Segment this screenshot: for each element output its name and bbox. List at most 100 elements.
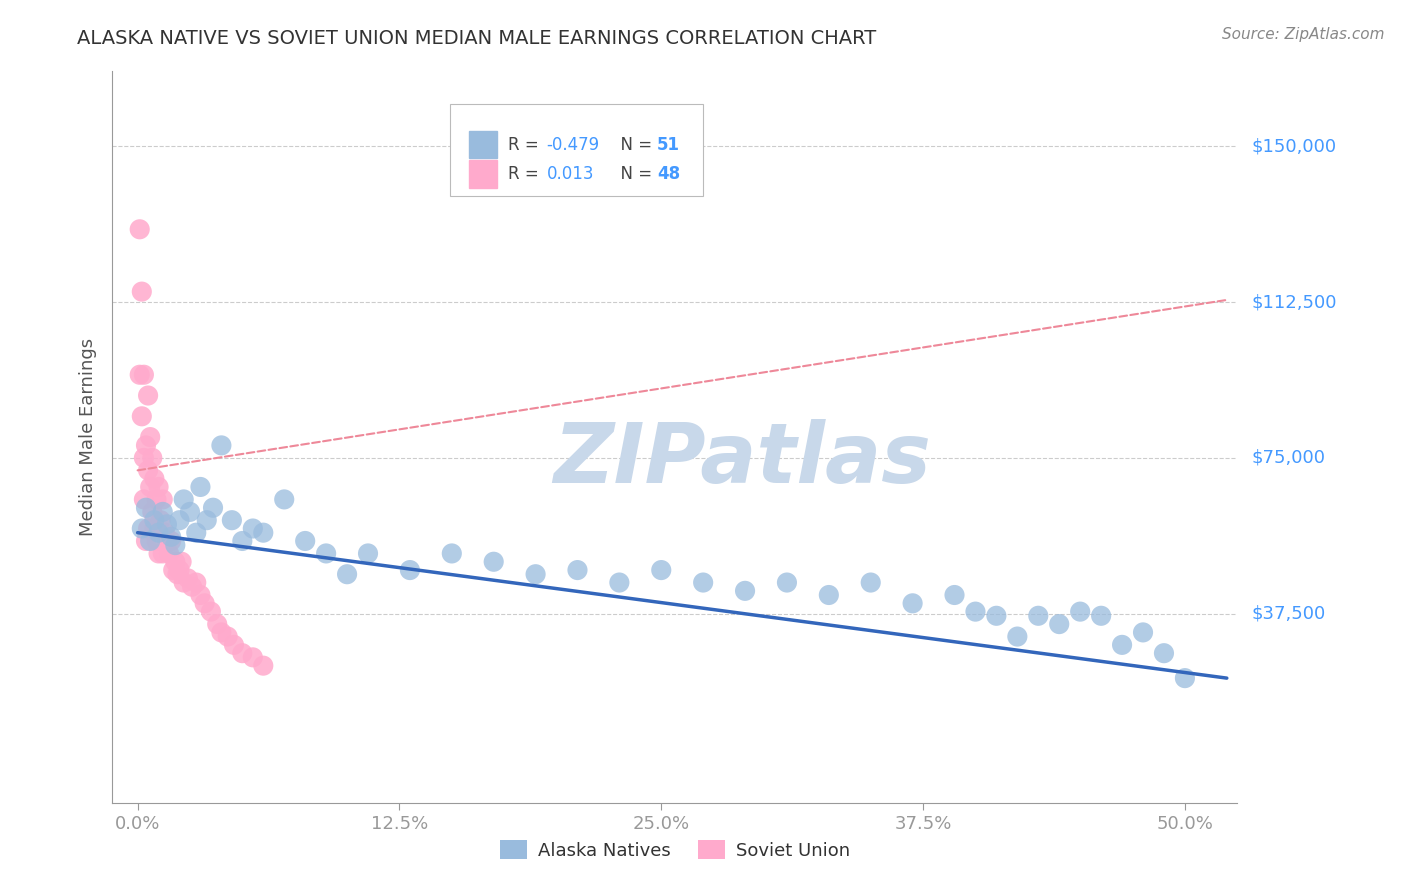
Point — [190, 588, 212, 602]
Point — [734, 583, 756, 598]
Point — [524, 567, 547, 582]
Text: Source: ZipAtlas.com: Source: ZipAtlas.com — [1222, 27, 1385, 42]
Point — [294, 533, 316, 548]
Point — [132, 450, 155, 465]
Point — [1090, 608, 1112, 623]
Point — [231, 533, 253, 548]
Point — [160, 533, 183, 548]
Text: 0.013: 0.013 — [547, 165, 595, 183]
Point — [148, 546, 170, 560]
Point — [1132, 625, 1154, 640]
Point — [152, 546, 174, 560]
Point — [1174, 671, 1197, 685]
Point — [170, 555, 193, 569]
Point — [692, 575, 714, 590]
Point — [165, 555, 187, 569]
Text: N =: N = — [610, 136, 657, 153]
Point — [205, 617, 228, 632]
Point — [1111, 638, 1133, 652]
Point — [135, 533, 157, 548]
Point — [440, 546, 463, 560]
Point — [181, 580, 204, 594]
Point — [143, 472, 166, 486]
Point — [141, 450, 163, 465]
Point — [186, 575, 208, 590]
Point — [135, 438, 157, 452]
Point — [242, 521, 264, 535]
Point — [1153, 646, 1175, 660]
Point — [148, 525, 170, 540]
Point — [190, 480, 212, 494]
Point — [194, 596, 217, 610]
Point — [153, 525, 176, 540]
Bar — [470, 130, 498, 159]
Point — [131, 285, 153, 299]
Point — [162, 563, 184, 577]
Point — [143, 513, 166, 527]
Point — [859, 575, 882, 590]
Point — [273, 492, 295, 507]
Point — [136, 521, 159, 535]
Point — [145, 533, 167, 548]
Point — [156, 533, 179, 548]
Point — [1007, 630, 1029, 644]
Point — [209, 438, 232, 452]
Text: N =: N = — [610, 165, 657, 183]
Point — [252, 658, 274, 673]
Point — [200, 605, 222, 619]
Point — [139, 533, 162, 548]
Text: ZIPatlas: ZIPatlas — [554, 418, 931, 500]
Point — [399, 563, 422, 577]
Text: ALASKA NATIVE VS SOVIET UNION MEDIAN MALE EARNINGS CORRELATION CHART: ALASKA NATIVE VS SOVIET UNION MEDIAN MAL… — [77, 29, 876, 47]
Point — [776, 575, 799, 590]
Legend: Alaska Natives, Soviet Union: Alaska Natives, Soviet Union — [492, 833, 858, 867]
Point — [901, 596, 924, 610]
Point — [173, 492, 195, 507]
Point — [965, 605, 987, 619]
Point — [177, 571, 200, 585]
Text: 48: 48 — [657, 165, 681, 183]
Point — [1069, 605, 1091, 619]
Point — [315, 546, 337, 560]
Point — [986, 608, 1008, 623]
Point — [209, 625, 232, 640]
Point — [132, 492, 155, 507]
Point — [160, 530, 183, 544]
Point — [166, 567, 188, 582]
Point — [1047, 617, 1070, 632]
Point — [195, 513, 218, 527]
Y-axis label: Median Male Earnings: Median Male Earnings — [79, 338, 97, 536]
Point — [165, 538, 187, 552]
Text: $112,500: $112,500 — [1251, 293, 1337, 311]
Point — [135, 500, 157, 515]
Point — [1026, 608, 1049, 623]
Point — [139, 480, 162, 494]
Text: -0.479: -0.479 — [547, 136, 600, 153]
Point — [152, 492, 174, 507]
Text: $150,000: $150,000 — [1251, 137, 1336, 155]
Point — [482, 555, 505, 569]
Text: R =: R = — [509, 165, 544, 183]
Text: 51: 51 — [657, 136, 681, 153]
Point — [217, 630, 239, 644]
Point — [136, 463, 159, 477]
Text: $37,500: $37,500 — [1251, 605, 1326, 623]
Point — [128, 368, 150, 382]
Point — [157, 546, 180, 560]
Point — [179, 505, 201, 519]
Point — [145, 492, 167, 507]
Point — [252, 525, 274, 540]
Point — [136, 388, 159, 402]
Text: $75,000: $75,000 — [1251, 449, 1326, 467]
Point — [131, 521, 153, 535]
Point — [173, 575, 195, 590]
Point — [169, 513, 191, 527]
Point — [357, 546, 380, 560]
Point — [186, 525, 208, 540]
Point — [152, 505, 174, 519]
Point — [202, 500, 225, 515]
Point — [128, 222, 150, 236]
FancyBboxPatch shape — [450, 104, 703, 195]
Point — [139, 430, 162, 444]
Point — [143, 521, 166, 535]
